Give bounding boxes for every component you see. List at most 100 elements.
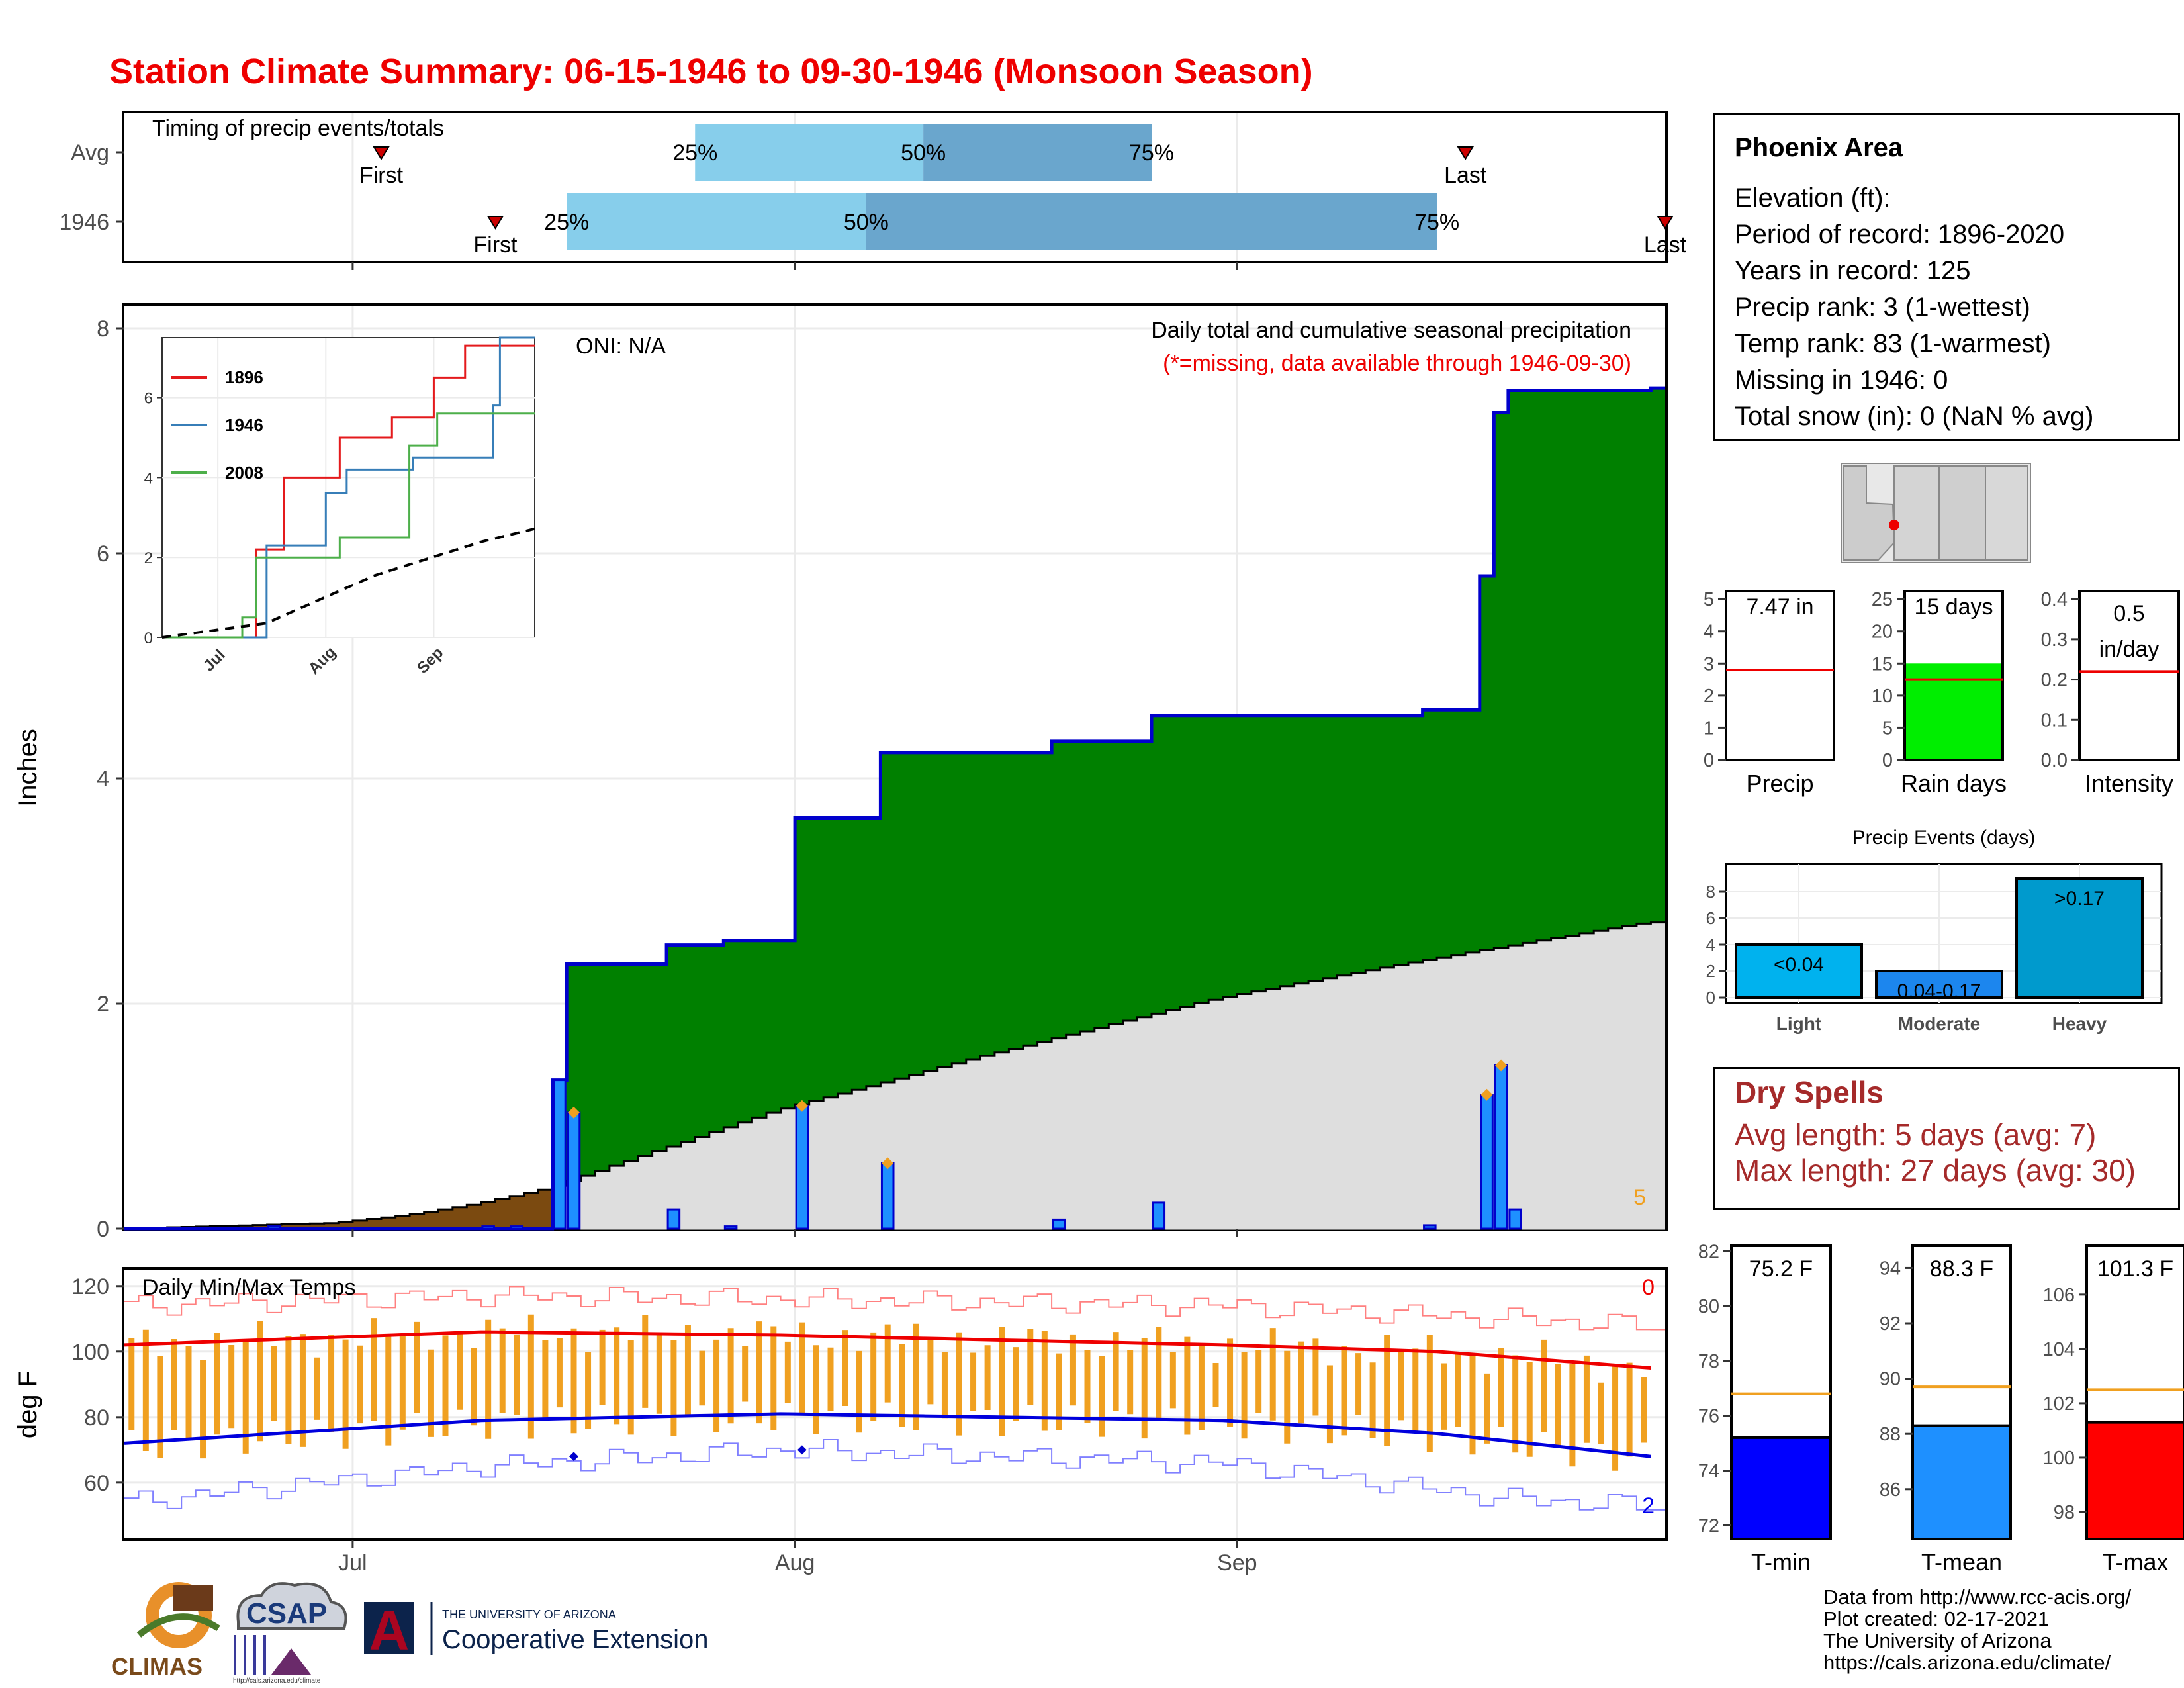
- inset-series-2008: [162, 412, 535, 639]
- temp-summary-value-label: 75.2 F: [1749, 1256, 1813, 1282]
- summary-bar-label: Intensity: [2085, 770, 2173, 797]
- summary-y-tick-label: 10: [1872, 686, 1893, 707]
- summary-y-tick-label: 0.2: [2041, 670, 2068, 691]
- average-cumulative-line: [124, 921, 1665, 1230]
- summary-value-unit: in/day: [2099, 637, 2160, 662]
- precip-events-category-label: Light: [1776, 1013, 1821, 1034]
- x-tick-label: Aug: [775, 1550, 815, 1575]
- region-map: [1841, 463, 2031, 563]
- total-snow: Total snow (in): 0 (NaN % avg): [1735, 402, 2094, 431]
- credits-institution: The University of Arizona: [1823, 1629, 2052, 1652]
- y-tick-label: 4: [97, 767, 109, 792]
- precip-events-category-label: Heavy: [2052, 1013, 2107, 1034]
- temp-summary-y-tick-label: 104: [2043, 1339, 2075, 1360]
- summary-y-tick-label: 15: [1872, 653, 1893, 675]
- temp-panel-title: Daily Min/Max Temps: [142, 1275, 355, 1300]
- precip-events-category-label: Moderate: [1898, 1013, 1980, 1034]
- precip-events-y-tick-label: 0: [1706, 988, 1715, 1008]
- csap-logo-text: CSAP: [246, 1597, 327, 1630]
- daily-precip-bar: [666, 1208, 681, 1230]
- precip-events-bar: [1735, 943, 1863, 999]
- inset-y-tick-label: 0: [144, 630, 153, 647]
- summary-bar-label: Precip: [1746, 770, 1813, 797]
- timing-row-label: 1946: [59, 210, 109, 235]
- temp-count-top: 0: [1642, 1275, 1655, 1300]
- daily-precip-bar: [510, 1225, 524, 1230]
- timing-q50-label: 50%: [844, 210, 889, 235]
- precip-events-bar: [2015, 877, 2144, 999]
- precip-events-range-label: 0.04-0.17: [1897, 980, 1981, 1002]
- credits-plot-created: Plot created: 02-17-2021: [1823, 1607, 2050, 1630]
- station-years: Years in record: 125: [1735, 256, 1971, 285]
- daily-precip-bar: [267, 1225, 281, 1230]
- y-axis-label-degf: deg F: [13, 1371, 42, 1438]
- station-period: Period of record: 1896-2020: [1735, 220, 2065, 249]
- summary-y-tick-label: 0.1: [2041, 710, 2068, 731]
- summary-y-tick-label: 0.4: [2041, 589, 2068, 610]
- temp-summary-bar: [2087, 1422, 2184, 1539]
- ua-logo: A THE UNIVERSITY OF ARIZONA Cooperative …: [364, 1599, 708, 1662]
- temp-summary-bar: [1731, 1437, 1831, 1539]
- daily-precip-bar: [567, 1111, 581, 1230]
- temp-y-tick-label: 120: [71, 1274, 109, 1299]
- average-max-line: [124, 1330, 1651, 1370]
- page-title: Station Climate Summary: 06-15-1946 to 0…: [109, 52, 1313, 91]
- credits-url: https://cals.arizona.edu/climate/: [1823, 1651, 2111, 1674]
- summary-y-tick-label: 20: [1872, 622, 1893, 643]
- credits: Data from http://www.rcc-acis.org/ Plot …: [1823, 1586, 2131, 1673]
- summary-bar-frame: [2078, 590, 2180, 761]
- timing-panel: Timing of precip events/totals Avg 25% 50%…: [59, 111, 1687, 263]
- temp-summary-bar-label: T-mean: [1921, 1548, 2002, 1575]
- y-tick-label: 0: [97, 1217, 109, 1242]
- x-tick-label: Sep: [1217, 1550, 1257, 1575]
- temp-summary-y-tick-label: 74: [1698, 1460, 1719, 1481]
- timing-last-label: Last: [1444, 163, 1487, 188]
- precip-panel: 0 2 4 6 8 ONI: N/A Daily total and cumulativ…: [13, 303, 1668, 1242]
- summary-y-tick-label: 25: [1872, 589, 1893, 610]
- ua-logo-small-text: THE UNIVERSITY OF ARIZONA: [442, 1608, 616, 1621]
- temp-summary-y-tick-label: 94: [1880, 1258, 1901, 1279]
- daily-precip-bar: [723, 1225, 738, 1230]
- precip-rank: Precip rank: 3 (1-wettest): [1735, 293, 2030, 322]
- temp-y-tick-label: 100: [71, 1340, 109, 1365]
- inset-series-1946: [162, 336, 535, 639]
- oni-label: ONI: N/A: [576, 334, 666, 359]
- timing-q75-label: 75%: [1129, 140, 1174, 165]
- daily-precip-bar: [553, 1079, 567, 1230]
- temp-summary-value-label: 88.3 F: [1930, 1256, 1993, 1282]
- climas-logo-text: CLIMAS: [111, 1653, 203, 1680]
- timing-q25-label: 25%: [672, 140, 717, 165]
- timing-first-marker: [486, 216, 504, 230]
- timing-row-label: Avg: [71, 140, 109, 165]
- record-low-line: [124, 1438, 1665, 1511]
- daily-precip-marker: [1480, 1088, 1493, 1101]
- daily-precip-bar: [795, 1105, 809, 1230]
- summary-y-tick-label: 0.0: [2041, 750, 2068, 771]
- temp-summary-y-tick-label: 100: [2043, 1448, 2075, 1469]
- observed-cumulative-line: [124, 386, 1665, 1231]
- summary-bar-0: [1726, 591, 1834, 760]
- daily-precip-bar: [1152, 1201, 1166, 1230]
- daily-precip-marker: [796, 1100, 808, 1112]
- dry-spells-box: Dry Spells Avg length: 5 days (avg: 7) M…: [1713, 1067, 2180, 1210]
- timing-first-marker: [373, 146, 390, 160]
- summary-bar-label: Rain days: [1901, 770, 2007, 797]
- precip-events-y-tick-label: 2: [1706, 961, 1715, 981]
- timing-first-label: First: [359, 163, 404, 188]
- record-high-line: [124, 1286, 1665, 1331]
- temp-summary-y-tick-label: 92: [1880, 1313, 1901, 1335]
- temp-summary-y-tick-label: 90: [1880, 1369, 1901, 1390]
- summary-y-tick-label: 1: [1704, 718, 1714, 739]
- record-low-marker: [797, 1445, 807, 1455]
- temp-summary-y-tick-label: 72: [1698, 1515, 1719, 1536]
- temp-rank: Temp rank: 83 (1-warmest): [1735, 329, 2051, 358]
- precip-events-y-tick-label: 8: [1706, 882, 1715, 902]
- temp-summary-y-tick-label: 82: [1698, 1241, 1719, 1262]
- inset-legend-label: 1896: [225, 367, 263, 387]
- ua-logo-letter: A: [369, 1599, 410, 1662]
- temp-summary-y-tick-label: 76: [1698, 1406, 1719, 1427]
- x-axis: Jul Aug Sep: [338, 262, 1257, 1575]
- summary-value-label: 15 days: [1914, 594, 1993, 620]
- y-tick-label: 8: [97, 316, 109, 342]
